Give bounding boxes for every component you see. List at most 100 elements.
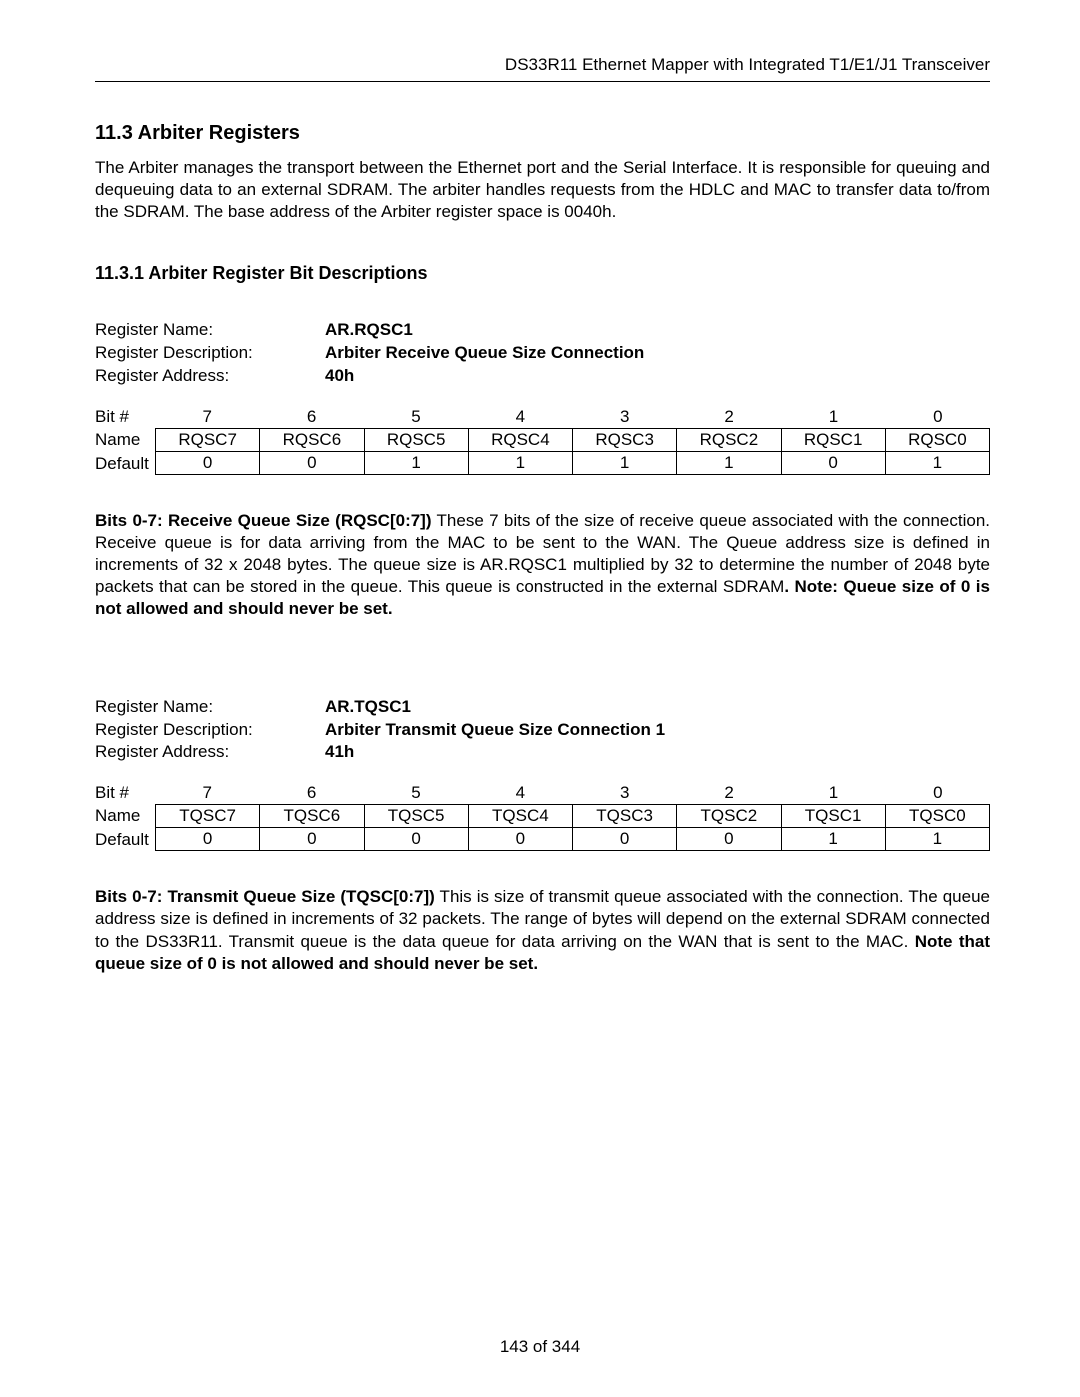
register-desc-value: Arbiter Transmit Queue Size Connection 1 <box>325 719 665 742</box>
name-cell: TQSC0 <box>886 804 990 828</box>
bit-cell: 1 <box>781 406 885 428</box>
name-cells: RQSC7 RQSC6 RQSC5 RQSC4 RQSC3 RQSC2 RQSC… <box>155 428 990 452</box>
bit-cell: 4 <box>468 782 572 804</box>
name-cell: RQSC6 <box>260 428 364 452</box>
name-cell: RQSC4 <box>469 428 573 452</box>
page-footer: 143 of 344 <box>0 1337 1080 1357</box>
register-name-label: Register Name: <box>95 319 325 342</box>
bit-cell: 5 <box>364 782 468 804</box>
name-cell: RQSC1 <box>782 428 886 452</box>
bit-label: Bit # <box>95 782 155 804</box>
bit-number-row: Bit # 7 6 5 4 3 2 1 0 <box>95 406 990 428</box>
default-cell: 0 <box>155 452 260 475</box>
section-heading: 11.3 Arbiter Registers <box>95 122 990 145</box>
name-label: Name <box>95 804 155 828</box>
default-label: Default <box>95 452 155 475</box>
name-cell: RQSC3 <box>573 428 677 452</box>
bit-cell: 0 <box>886 406 990 428</box>
name-cells: TQSC7 TQSC6 TQSC5 TQSC4 TQSC3 TQSC2 TQSC… <box>155 804 990 828</box>
bit-table: Bit # 7 6 5 4 3 2 1 0 Name TQSC7 TQSC6 T… <box>95 782 990 851</box>
register-description: Bits 0-7: Transmit Queue Size (TQSC[0:7]… <box>95 886 990 974</box>
bit-cell: 0 <box>886 782 990 804</box>
register-desc-row: Register Description: Arbiter Receive Qu… <box>95 342 990 365</box>
bit-label: Bit # <box>95 406 155 428</box>
default-cell: 1 <box>886 828 990 851</box>
name-cell: RQSC2 <box>677 428 781 452</box>
default-cell: 0 <box>260 452 364 475</box>
bit-cell: 4 <box>468 406 572 428</box>
bit-default-row: Default 0 0 0 0 0 0 1 1 <box>95 828 990 851</box>
register-name-value: AR.RQSC1 <box>325 319 413 342</box>
register-addr-label: Register Address: <box>95 741 325 764</box>
register-addr-label: Register Address: <box>95 365 325 388</box>
bit-cell: 5 <box>364 406 468 428</box>
bit-cell: 6 <box>259 406 363 428</box>
subsection-title: Arbiter Register Bit Descriptions <box>148 263 427 283</box>
default-cell: 1 <box>469 452 573 475</box>
default-cells: 0 0 1 1 1 1 0 1 <box>155 452 990 475</box>
subsection-number: 11.3.1 <box>95 263 144 283</box>
register-name-row: Register Name: AR.TQSC1 <box>95 696 990 719</box>
name-label: Name <box>95 428 155 452</box>
register-desc-label: Register Description: <box>95 719 325 742</box>
default-cells: 0 0 0 0 0 0 1 1 <box>155 828 990 851</box>
bit-cell: 3 <box>573 782 677 804</box>
default-cell: 0 <box>260 828 364 851</box>
bit-name-row: Name RQSC7 RQSC6 RQSC5 RQSC4 RQSC3 RQSC2… <box>95 428 990 452</box>
register-description: Bits 0-7: Receive Queue Size (RQSC[0:7])… <box>95 510 990 620</box>
name-cell: TQSC7 <box>155 804 260 828</box>
name-cell: RQSC5 <box>365 428 469 452</box>
default-cell: 0 <box>155 828 260 851</box>
register-desc-value: Arbiter Receive Queue Size Connection <box>325 342 644 365</box>
name-cell: TQSC6 <box>260 804 364 828</box>
default-cell: 1 <box>677 452 781 475</box>
default-cell: 0 <box>365 828 469 851</box>
bit-number-row: Bit # 7 6 5 4 3 2 1 0 <box>95 782 990 804</box>
register-name-label: Register Name: <box>95 696 325 719</box>
bit-default-row: Default 0 0 1 1 1 1 0 1 <box>95 452 990 475</box>
default-cell: 1 <box>365 452 469 475</box>
default-label: Default <box>95 828 155 851</box>
default-cell: 0 <box>573 828 677 851</box>
section-number: 11.3 <box>95 122 133 144</box>
default-cell: 0 <box>469 828 573 851</box>
bit-cell: 3 <box>573 406 677 428</box>
section-intro: The Arbiter manages the transport betwee… <box>95 157 990 223</box>
register-meta: Register Name: AR.RQSC1 Register Descrip… <box>95 319 990 388</box>
register-desc-row: Register Description: Arbiter Transmit Q… <box>95 719 990 742</box>
bit-cell: 6 <box>259 782 363 804</box>
bit-cell: 1 <box>781 782 885 804</box>
register-name-row: Register Name: AR.RQSC1 <box>95 319 990 342</box>
bit-cell: 7 <box>155 782 259 804</box>
register-desc-label: Register Description: <box>95 342 325 365</box>
name-cell: TQSC2 <box>677 804 781 828</box>
desc-label: Bits 0-7: Receive Queue Size (RQSC[0:7]) <box>95 511 432 530</box>
name-cell: TQSC1 <box>782 804 886 828</box>
name-cell: TQSC5 <box>365 804 469 828</box>
register-addr-value: 40h <box>325 365 354 388</box>
bit-cell: 2 <box>677 406 781 428</box>
default-cell: 0 <box>782 452 886 475</box>
desc-label: Bits 0-7: Transmit Queue Size (TQSC[0:7]… <box>95 887 435 906</box>
bit-table: Bit # 7 6 5 4 3 2 1 0 Name RQSC7 RQSC6 R… <box>95 406 990 475</box>
doc-header: DS33R11 Ethernet Mapper with Integrated … <box>95 55 990 82</box>
default-cell: 1 <box>573 452 677 475</box>
register-name-value: AR.TQSC1 <box>325 696 411 719</box>
default-cell: 1 <box>782 828 886 851</box>
bit-cells: 7 6 5 4 3 2 1 0 <box>155 406 990 428</box>
name-cell: RQSC0 <box>886 428 990 452</box>
name-cell: TQSC4 <box>469 804 573 828</box>
register-meta: Register Name: AR.TQSC1 Register Descrip… <box>95 696 990 765</box>
section-title: Arbiter Registers <box>138 122 300 144</box>
bit-cells: 7 6 5 4 3 2 1 0 <box>155 782 990 804</box>
bit-cell: 2 <box>677 782 781 804</box>
register-addr-row: Register Address: 40h <box>95 365 990 388</box>
register-addr-value: 41h <box>325 741 354 764</box>
name-cell: TQSC3 <box>573 804 677 828</box>
register-addr-row: Register Address: 41h <box>95 741 990 764</box>
bit-name-row: Name TQSC7 TQSC6 TQSC5 TQSC4 TQSC3 TQSC2… <box>95 804 990 828</box>
default-cell: 1 <box>886 452 990 475</box>
default-cell: 0 <box>677 828 781 851</box>
bit-cell: 7 <box>155 406 259 428</box>
page-content: DS33R11 Ethernet Mapper with Integrated … <box>0 0 1080 975</box>
